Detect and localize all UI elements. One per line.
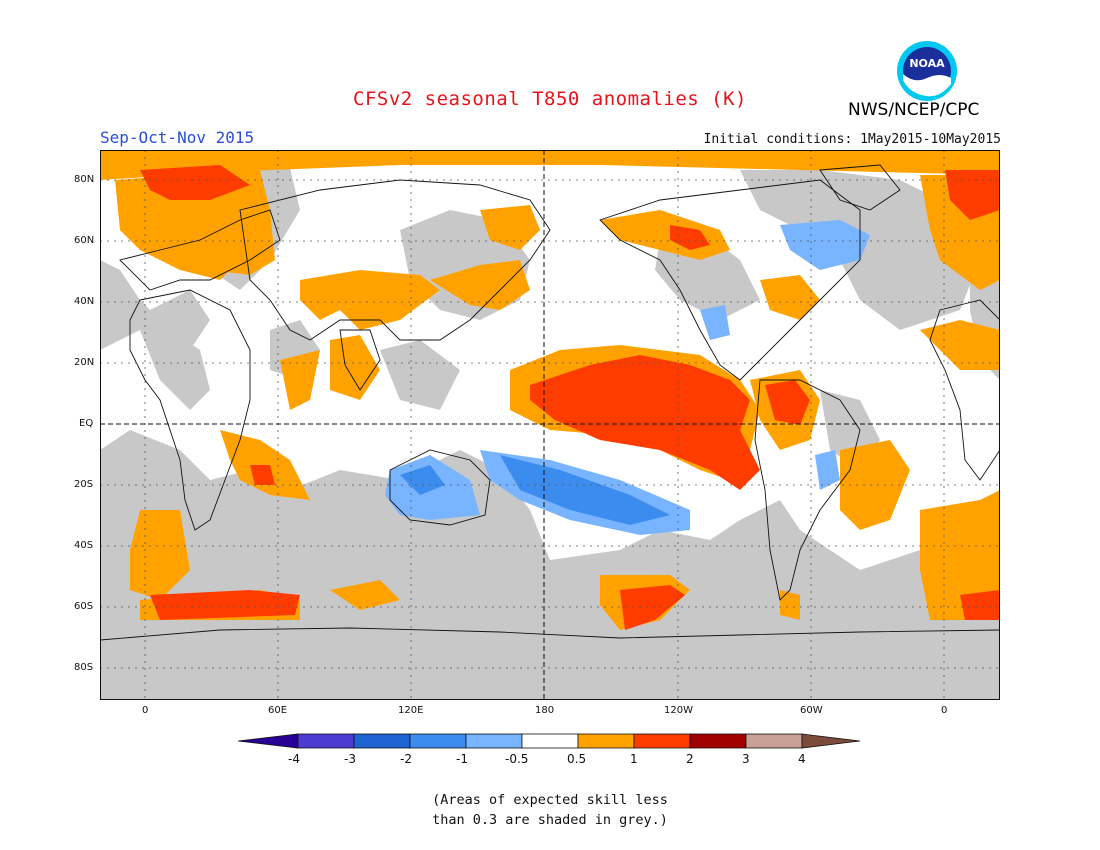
lat-label: 80N xyxy=(74,174,95,185)
colorbar-label: -2 xyxy=(400,752,412,766)
lat-label: 80S xyxy=(74,662,94,673)
footnote-line-2: than 0.3 are shaded in grey.) xyxy=(432,812,668,828)
logo-text: NOAA xyxy=(909,57,945,70)
lon-label: 180 xyxy=(535,705,555,716)
lat-label: 60N xyxy=(74,235,95,246)
anomaly-blue xyxy=(385,220,870,535)
lon-label: 60E xyxy=(268,705,288,716)
lat-label: EQ xyxy=(79,418,94,429)
skill-footnote: (Areas of expected skill less than 0.3 a… xyxy=(0,790,1100,830)
anomaly-map xyxy=(100,150,1000,704)
anomaly-red xyxy=(140,165,1000,630)
lat-label: 40S xyxy=(74,540,94,551)
colorbar-label: -3 xyxy=(344,752,356,766)
colorbar-label: -4 xyxy=(288,752,300,766)
lon-label: 120E xyxy=(398,705,424,716)
colorbar-label: -1 xyxy=(456,752,468,766)
colorbar-high-arrow xyxy=(801,733,861,749)
colorbar-label: 1 xyxy=(630,752,638,766)
lon-label: 0 xyxy=(941,705,948,716)
graticule xyxy=(100,150,1000,700)
lon-label: 60W xyxy=(800,705,823,716)
lat-label: 20N xyxy=(74,357,95,368)
lat-label: 40N xyxy=(74,296,95,307)
colorbar-label: 0.5 xyxy=(567,752,587,766)
colorbar-label: 3 xyxy=(742,752,750,766)
colorbar-label: 2 xyxy=(686,752,694,766)
colorbar-low-arrow xyxy=(237,733,299,749)
footnote-line-1: (Areas of expected skill less xyxy=(432,792,668,808)
lat-label: 60S xyxy=(74,601,94,612)
lon-label: 120W xyxy=(664,705,693,716)
lon-label: 0 xyxy=(142,705,149,716)
lat-label: 20S xyxy=(74,479,94,490)
colorbar-label: -0.5 xyxy=(505,752,529,766)
initial-conditions-label: Initial conditions: 1May2015-10May2015 xyxy=(703,132,1001,147)
agency-label: NWS/NCEP/CPC xyxy=(848,100,980,120)
season-label: Sep-Oct-Nov 2015 xyxy=(100,128,255,147)
map-title: CFSv2 seasonal T850 anomalies (K) xyxy=(353,88,747,110)
coastlines xyxy=(100,164,1000,641)
reference-lines xyxy=(100,150,1000,700)
colorbar-label: 4 xyxy=(798,752,806,766)
colorbar xyxy=(237,730,862,756)
noaa-logo: NOAA xyxy=(896,40,958,102)
